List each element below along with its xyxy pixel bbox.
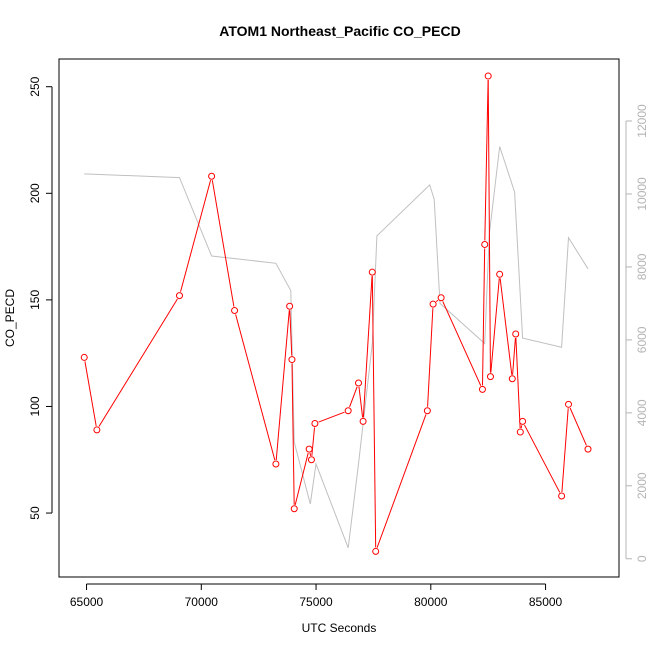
series-0-point-8 — [290, 505, 298, 513]
secondary-series-group — [84, 146, 589, 548]
y2-tick-label-4: 8000 — [635, 253, 649, 280]
y2-tick-label-0: 0 — [635, 555, 649, 562]
series-0-segment-14 — [362, 276, 373, 418]
series-0-segment-22 — [487, 80, 491, 373]
series-0-segment-12 — [349, 386, 358, 408]
series-0-segment-15 — [371, 276, 377, 548]
series-0-point-22 — [484, 72, 492, 80]
y2-tick-label-6: 12000 — [635, 104, 649, 138]
series-0-segment-19 — [442, 301, 482, 386]
series-0-point-1 — [93, 426, 101, 434]
x-tick-label-1: 70000 — [185, 595, 219, 609]
series-0-point-16 — [372, 547, 380, 555]
series-0-point-26 — [512, 330, 520, 338]
series-0-segment-7 — [291, 363, 295, 505]
x-tick-label-3: 80000 — [414, 595, 448, 609]
series-0-point-5 — [272, 460, 280, 468]
y-tick-label-3: 200 — [28, 183, 42, 203]
series-0-point-9 — [305, 445, 313, 453]
series-0-point-21 — [481, 240, 489, 248]
series-0-point-17 — [423, 407, 431, 415]
y2-tick-label-5: 10000 — [635, 177, 649, 211]
series-0-segment-24 — [499, 278, 513, 375]
series-0-point-4 — [231, 307, 239, 315]
series-0-point-29 — [558, 492, 566, 500]
series-0-point-27 — [516, 428, 524, 436]
series-0-segment-6 — [289, 310, 293, 356]
series-0-segment-16 — [376, 414, 427, 548]
x-axis-label: UTC Seconds — [302, 621, 377, 635]
y2-tick-label-1: 2000 — [635, 472, 649, 499]
series-0-segment-18 — [435, 299, 439, 303]
series-0-segment-21 — [484, 80, 489, 241]
series-0-segment-26 — [515, 337, 521, 429]
series-0-segment-11 — [318, 411, 345, 423]
series-0-segment-30 — [569, 407, 587, 446]
series-0-point-11 — [311, 420, 319, 428]
series-0-segment-17 — [427, 308, 434, 407]
y-tick-label-0: 50 — [28, 506, 42, 520]
series-0-segment-3 — [211, 180, 235, 307]
series-0-segment-9 — [309, 452, 312, 456]
y2-tick-label-2: 4000 — [635, 399, 649, 426]
series-0-point-20 — [478, 385, 486, 393]
series-0-segment-4 — [235, 314, 276, 461]
series-0-point-31 — [584, 445, 592, 453]
series-0-point-12 — [344, 407, 352, 415]
y-axis-label: CO_PECD — [3, 289, 17, 347]
x-tick-label-0: 65000 — [70, 595, 104, 609]
series-0-segment-5 — [275, 310, 290, 461]
y-tick-label-4: 250 — [28, 76, 42, 96]
series-0-point-2 — [175, 292, 183, 300]
series-0-point-14 — [359, 417, 367, 425]
x-tick-label-2: 75000 — [299, 595, 333, 609]
series-0-point-19 — [437, 294, 445, 302]
series-0-segment-20 — [482, 248, 486, 386]
series-0-point-3 — [208, 172, 216, 180]
series-0-segment-10 — [311, 427, 316, 456]
x-axis: 65000 70000 75000 80000 85000 — [70, 583, 563, 609]
series-0-point-6 — [286, 302, 294, 310]
series-0-point-25 — [508, 375, 516, 383]
series-0-segment-29 — [561, 408, 569, 493]
series-0-point-23 — [486, 373, 494, 381]
series-0-point-24 — [496, 270, 504, 278]
series-0-segment-23 — [490, 278, 500, 373]
series-0-segment-0 — [84, 361, 97, 427]
series-0-point-13 — [355, 379, 363, 387]
series-0-point-0 — [80, 353, 88, 361]
series-0-point-7 — [288, 356, 296, 364]
series-0-segment-13 — [358, 386, 364, 418]
y-axis-left: 50 100 150 200 250 — [28, 76, 53, 520]
series-0-point-18 — [429, 300, 437, 308]
chart-title: ATOM1 Northeast_Pacific CO_PECD — [219, 23, 460, 39]
series-0-segment-28 — [524, 424, 561, 493]
series-0-point-15 — [368, 268, 376, 276]
series-0-point-28 — [519, 417, 527, 425]
y-tick-label-1: 100 — [28, 396, 42, 416]
series-0-point-30 — [565, 400, 573, 408]
series-0-point-10 — [307, 456, 315, 464]
primary-series-group — [80, 72, 592, 555]
y-axis-right: 0 2000 4000 6000 8000 10000 12000 — [625, 104, 649, 562]
series-0-segment-1 — [98, 298, 178, 427]
series-0-segment-2 — [180, 179, 212, 292]
plot-area-border — [58, 58, 620, 578]
x-tick-label-4: 85000 — [529, 595, 563, 609]
series-0-segment-27 — [520, 425, 523, 429]
series-1-line — [84, 146, 589, 548]
series-0-segment-25 — [512, 337, 516, 375]
y-tick-label-2: 150 — [28, 290, 42, 310]
y2-tick-label-3: 6000 — [635, 326, 649, 353]
series-0-segment-8 — [294, 452, 309, 506]
